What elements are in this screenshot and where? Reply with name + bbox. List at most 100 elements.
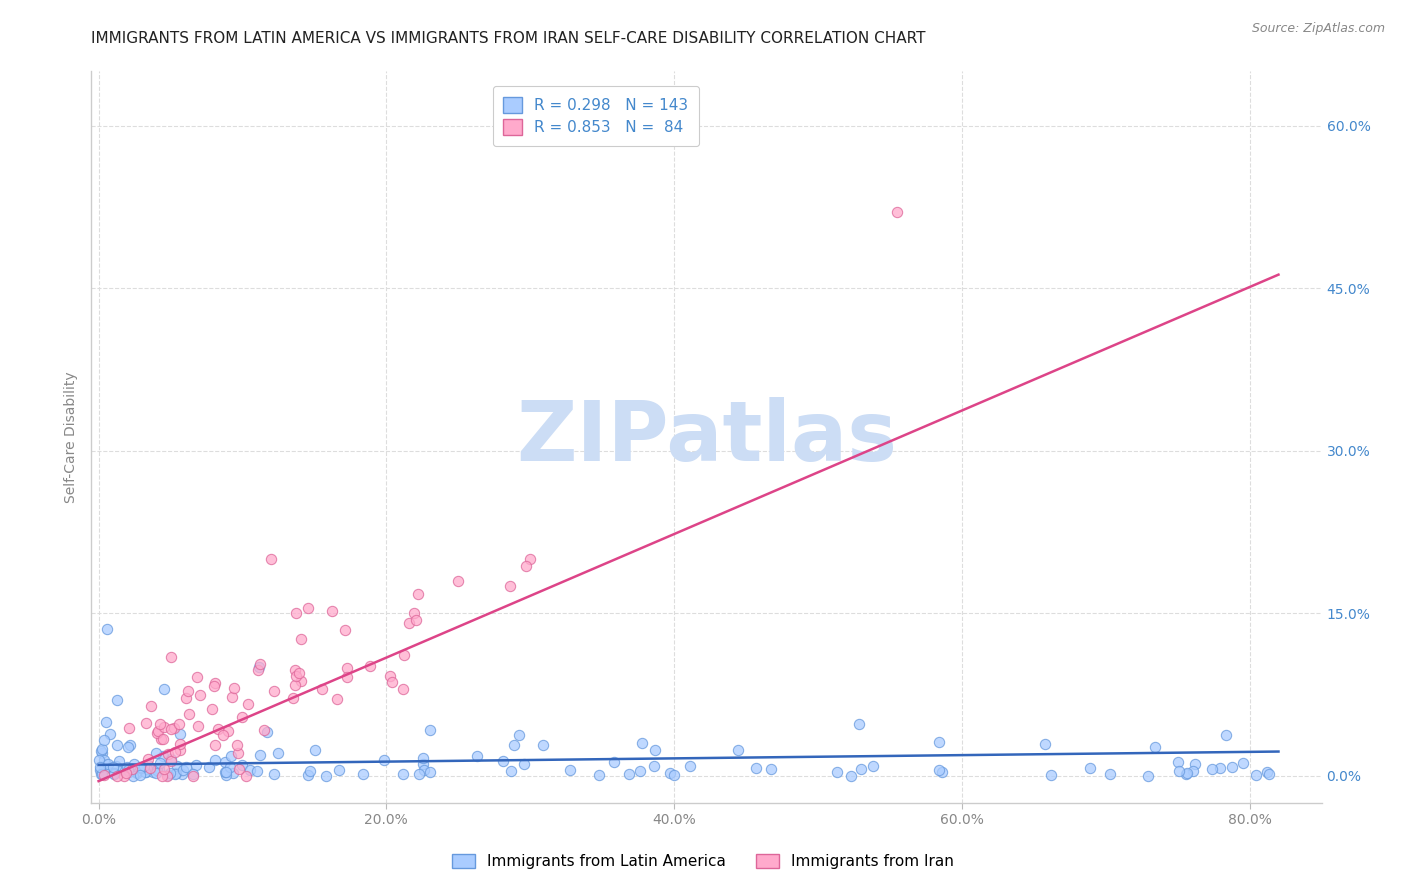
Point — [1256, 765, 1278, 780]
Point — [284, 677, 307, 691]
Point — [214, 764, 236, 779]
Point — [352, 767, 374, 781]
Point — [226, 738, 249, 752]
Point — [298, 764, 321, 778]
Point — [112, 769, 135, 783]
Point — [644, 743, 666, 757]
Point — [231, 710, 253, 724]
Point — [519, 552, 541, 566]
Point — [413, 763, 436, 777]
Point — [928, 735, 950, 749]
Point — [290, 673, 312, 688]
Point — [153, 681, 176, 696]
Point — [246, 764, 269, 778]
Point — [297, 767, 319, 781]
Point — [160, 722, 183, 736]
Point — [139, 761, 162, 775]
Point — [267, 747, 290, 761]
Point — [508, 728, 530, 742]
Point — [236, 698, 259, 712]
Point — [103, 760, 125, 774]
Point — [103, 765, 125, 780]
Point — [419, 764, 441, 779]
Point — [103, 767, 125, 781]
Point — [1215, 728, 1237, 742]
Point — [169, 717, 191, 731]
Point — [110, 763, 132, 777]
Point — [759, 762, 782, 776]
Point — [117, 739, 139, 754]
Point — [184, 758, 207, 772]
Point — [136, 757, 159, 772]
Point — [132, 759, 155, 773]
Point — [643, 758, 665, 772]
Point — [214, 755, 236, 769]
Point — [156, 769, 179, 783]
Point — [603, 755, 626, 769]
Point — [125, 765, 148, 780]
Point — [170, 767, 193, 781]
Point — [239, 763, 262, 777]
Point — [1167, 755, 1189, 769]
Point — [152, 732, 174, 747]
Point — [146, 723, 169, 738]
Point — [297, 601, 319, 615]
Point — [218, 760, 240, 774]
Point — [839, 768, 862, 782]
Point — [499, 764, 522, 779]
Point — [848, 717, 870, 731]
Point — [221, 690, 243, 704]
Point — [187, 718, 209, 732]
Point — [1246, 767, 1268, 781]
Point — [97, 757, 120, 772]
Point — [146, 725, 169, 739]
Point — [169, 726, 191, 740]
Point — [145, 765, 167, 780]
Point — [405, 613, 427, 627]
Point — [141, 698, 163, 713]
Point — [531, 738, 554, 752]
Text: ZIPatlas: ZIPatlas — [516, 397, 897, 477]
Point — [253, 723, 276, 738]
Point — [515, 559, 537, 574]
Point — [315, 769, 337, 783]
Point — [157, 768, 180, 782]
Point — [231, 757, 253, 772]
Point — [465, 749, 488, 764]
Point — [129, 760, 152, 774]
Point — [513, 757, 536, 772]
Point — [246, 664, 269, 678]
Point — [122, 762, 145, 776]
Point — [179, 707, 201, 722]
Point — [93, 733, 115, 747]
Point — [287, 666, 309, 681]
Point — [247, 660, 270, 674]
Text: Source: ZipAtlas.com: Source: ZipAtlas.com — [1251, 22, 1385, 36]
Point — [412, 757, 434, 772]
Point — [118, 738, 141, 752]
Point — [215, 768, 238, 782]
Point — [89, 763, 111, 777]
Point — [118, 721, 141, 735]
Point — [928, 763, 950, 777]
Y-axis label: Self-Care Disability: Self-Care Disability — [65, 371, 79, 503]
Point — [91, 746, 114, 760]
Point — [145, 746, 167, 760]
Point — [825, 765, 848, 780]
Point — [502, 738, 524, 752]
Point — [159, 766, 181, 780]
Legend: Immigrants from Latin America, Immigrants from Iran: Immigrants from Latin America, Immigrant… — [446, 847, 960, 875]
Point — [135, 764, 157, 779]
Point — [136, 763, 159, 777]
Legend: R = 0.298   N = 143, R = 0.853   N =  84: R = 0.298 N = 143, R = 0.853 N = 84 — [492, 87, 699, 145]
Point — [228, 762, 250, 776]
Point — [115, 760, 138, 774]
Point — [408, 767, 430, 781]
Point — [152, 719, 174, 733]
Point — [1257, 767, 1279, 781]
Point — [134, 764, 156, 779]
Point — [108, 754, 131, 768]
Point — [745, 761, 768, 775]
Point — [146, 763, 169, 777]
Point — [118, 764, 141, 779]
